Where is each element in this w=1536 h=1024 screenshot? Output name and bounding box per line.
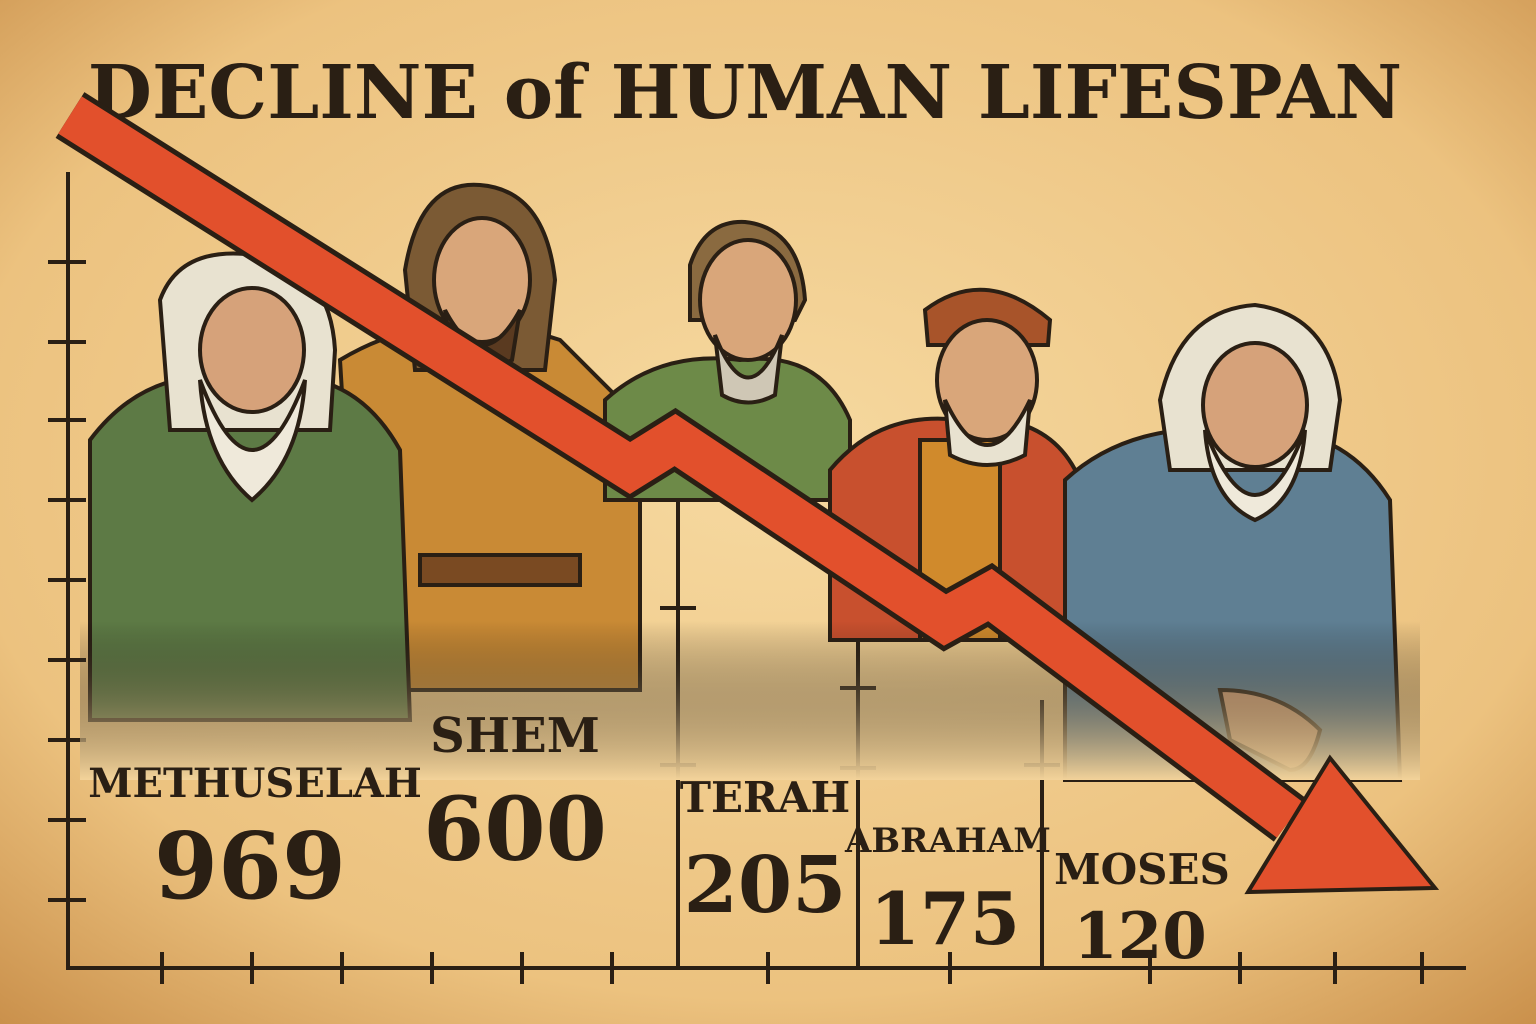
figure-lifespan: 969 [154, 812, 346, 920]
figure-name: SHEM [430, 708, 600, 764]
figure-lifespan: 205 [684, 840, 847, 931]
figure-name: METHUSELAH [88, 760, 422, 807]
figure-name: ABRAHAM [844, 821, 1051, 861]
figure-lifespan: 120 [1073, 899, 1207, 974]
figure-name: MOSES [1054, 845, 1230, 894]
labels: METHUSELAH 969 SHEM 600 TERAH 205 ABRAHA… [88, 708, 1230, 974]
decline-arrow [55, 92, 1440, 895]
figure-lifespan: 175 [870, 876, 1020, 961]
figure-lifespan: 600 [423, 777, 607, 881]
figure-name: TERAH [680, 773, 850, 822]
title: DECLINE of HUMAN LIFESPAN [88, 50, 1402, 136]
